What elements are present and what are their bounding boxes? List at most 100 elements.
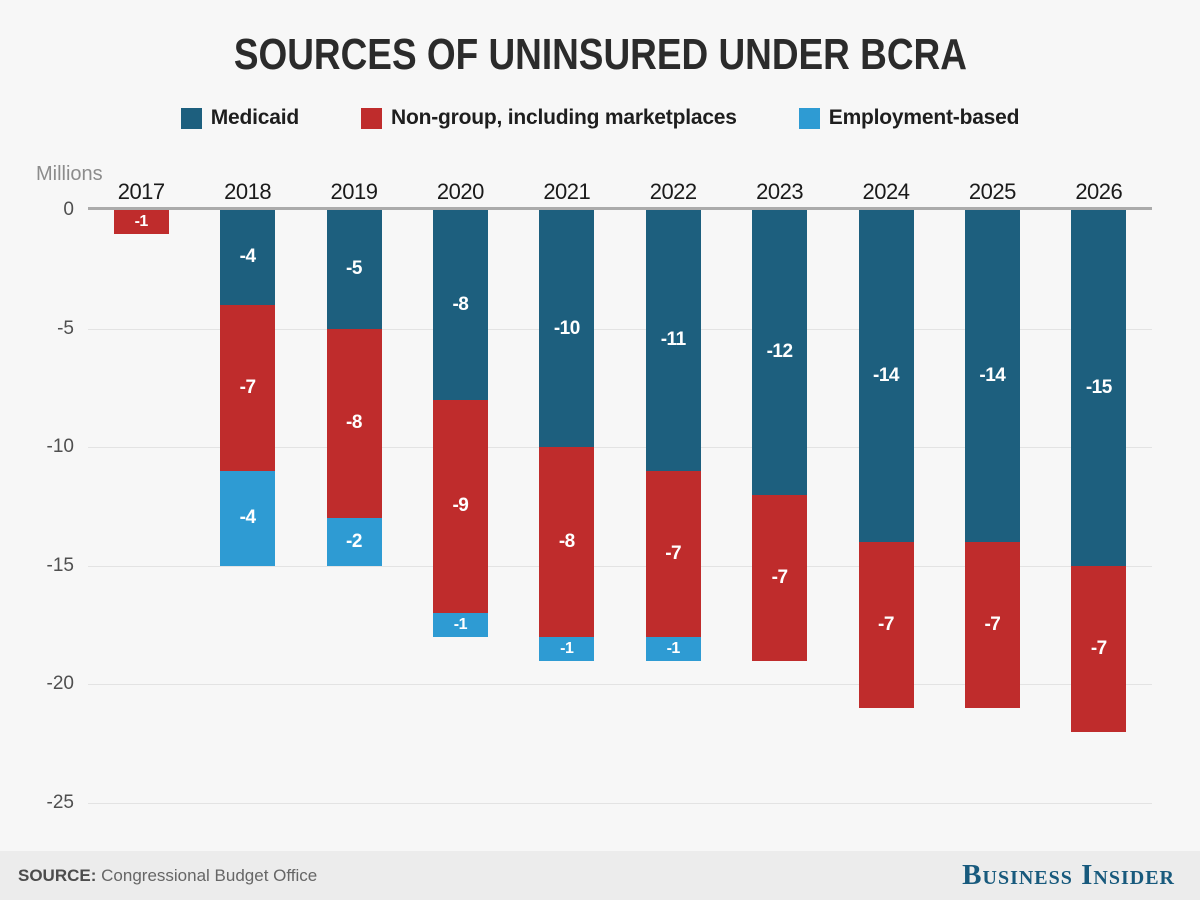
plot-area: 0 -5 -10 -15 -20 -25 2017 -1 2018 -4 -7 -4 2019 -5 -8-…	[0, 179, 1200, 813]
legend-label: Medicaid	[210, 106, 299, 129]
bar-segment-value-label: -1	[560, 639, 574, 657]
source-label: SOURCE:	[18, 865, 97, 885]
business-insider-logo: Business Insider	[962, 859, 1175, 891]
y-axis-tick-label: -20	[46, 673, 74, 695]
x-axis-category-label: 2023	[756, 179, 804, 204]
bar-segment-value-label: -7	[771, 566, 788, 588]
bar-segment: -14	[964, 210, 1020, 543]
stacked-bar-2026: -15 -7	[1071, 210, 1127, 732]
x-axis-category-label: 2017	[117, 179, 165, 204]
y-axis-tick-label: 0	[63, 199, 74, 220]
bar-segment: -4	[220, 470, 276, 566]
x-axis-category-label: 2018	[224, 179, 272, 204]
bar-segment: -7	[752, 494, 808, 661]
legend-swatch-icon	[360, 107, 382, 129]
legend: Medicaid Non-group, including marketplace…	[0, 106, 1200, 130]
bar-segment: -5	[326, 210, 382, 329]
footer-bar: SOURCE: Congressional Budget Office Busi…	[0, 851, 1200, 900]
x-axis-category-label: 2024	[862, 179, 910, 204]
legend-swatch-icon	[180, 107, 202, 129]
source-text: Congressional Budget Office	[101, 865, 318, 885]
bar-segment-value-label: -12	[766, 341, 793, 363]
gridline	[88, 684, 1152, 686]
stacked-bar-2018: -4 -7 -4	[220, 210, 276, 566]
x-axis-category-label: 2020	[436, 179, 484, 204]
bar-segment: -7	[858, 542, 914, 709]
bar-segment: -7	[964, 542, 1020, 709]
bar-segment: -11	[645, 210, 701, 471]
stacked-bar-2024: -14 -7	[858, 210, 914, 709]
y-axis-tick-label: -10	[46, 436, 74, 458]
page-title: SOURCES OF UNINSURED UNDER BCRA	[0, 30, 1200, 80]
bar-segment: -8	[326, 328, 382, 519]
bar-segment: -7	[645, 470, 701, 637]
gridline	[88, 803, 1152, 804]
bar-segment-value-label: -8	[452, 293, 469, 315]
y-axis-unit-label: Millions	[36, 163, 103, 185]
y-axis-tick-label: -25	[46, 792, 74, 813]
bar-segment: -8	[432, 210, 488, 400]
bar-segment: -14	[858, 210, 914, 543]
y-axis-tick-label: -5	[57, 317, 74, 339]
x-axis-category-label: 2025	[968, 179, 1016, 204]
bar-segment-value-label: -4	[239, 507, 256, 529]
x-axis-category-label: 2021	[543, 179, 591, 204]
bar-segment-value-label: -8	[558, 531, 575, 553]
legend-item: Non-group, including marketplaces	[360, 106, 737, 130]
stacked-bar-2017: -1	[113, 210, 169, 234]
bar-segment-value-label: -2	[346, 531, 362, 553]
legend-label: Non-group, including marketplaces	[390, 106, 737, 129]
bar-segment-value-label: -10	[553, 317, 580, 339]
stacked-bar-2025: -14 -7	[964, 210, 1020, 709]
bar-segment-value-label: -7	[239, 376, 256, 398]
gridline	[88, 565, 1152, 567]
gridline	[88, 328, 1152, 330]
legend-item: Employment-based	[798, 106, 1020, 130]
zero-axis-line	[88, 207, 1152, 210]
legend-label: Employment-based	[828, 106, 1020, 129]
bar-segment: -12	[752, 210, 808, 495]
x-axis-category-label: 2026	[1075, 179, 1123, 204]
bar-segment-value-label: -15	[1085, 376, 1112, 398]
bar-segment: -2	[326, 518, 382, 566]
page-title-text: SOURCES OF UNINSURED UNDER BCRA	[233, 30, 967, 79]
bar-segment-value-label: -9	[452, 495, 469, 517]
stacked-bar-2019: -5 -8 -2	[326, 210, 382, 566]
bar-segment: -9	[432, 399, 488, 614]
bar-segment-value-label: -7	[878, 614, 894, 636]
bar-segment-value-label: -8	[346, 412, 362, 434]
bar-segment: -15	[1071, 210, 1127, 566]
stacked-bar-2021: -10 -8 -1	[539, 210, 595, 661]
stacked-bar-2023: -12 -7	[752, 210, 808, 661]
y-axis-tick-label: -15	[46, 554, 74, 576]
gridline	[88, 447, 1152, 449]
x-axis-category-label: 2022	[649, 179, 697, 204]
source-attribution: SOURCE: Congressional Budget Office	[18, 866, 317, 886]
legend-swatch-icon	[798, 107, 820, 129]
bar-segment: -7	[1071, 565, 1127, 732]
bar-segment-value-label: -1	[453, 616, 468, 634]
bar-segment: -4	[220, 210, 276, 305]
x-axis-category-label: 2019	[330, 179, 378, 204]
bar-segment-value-label: -14	[979, 365, 1006, 387]
bar-segment-value-label: -14	[873, 365, 899, 387]
bar-segment-value-label: -5	[346, 258, 362, 280]
bar-segment-value-label: -1	[666, 639, 681, 657]
bar-segment: -1	[645, 636, 701, 661]
bar-segment: -7	[220, 304, 276, 471]
stacked-bar-2022: -11 -7 -1	[645, 210, 701, 661]
stacked-bar-2020: -8 -9 -1	[432, 210, 488, 637]
bar-segment-value-label: -7	[984, 614, 1001, 636]
bar-segment: -8	[539, 447, 595, 637]
bar-segment-value-label: -7	[665, 542, 682, 564]
bar-segment: -10	[539, 210, 595, 448]
bar-segment-value-label: -11	[660, 329, 686, 351]
legend-item: Medicaid	[180, 106, 299, 130]
bar-segment: -1	[432, 613, 488, 637]
bar-segment-value-label: -1	[134, 212, 149, 230]
bar-segment-value-label: -4	[239, 246, 256, 268]
bar-segment: -1	[113, 210, 169, 234]
bar-segment-value-label: -7	[1090, 637, 1107, 659]
bar-segment: -1	[539, 636, 595, 661]
